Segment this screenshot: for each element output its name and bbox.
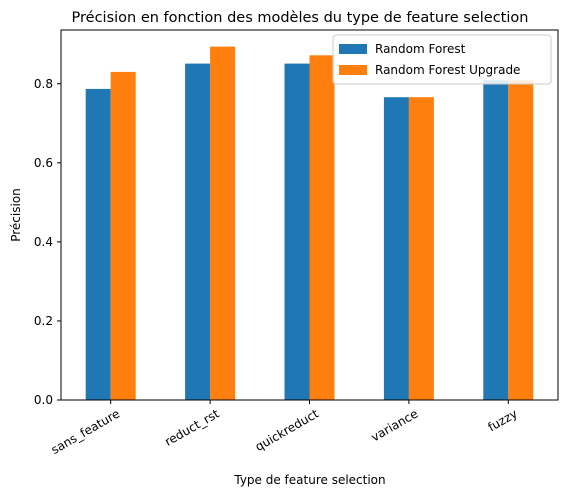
bar-random-forest-upgrade-fuzzy	[508, 80, 534, 400]
x-tick-label: variance	[369, 406, 421, 444]
y-tick-label: 0.0	[34, 393, 53, 407]
bar-random-forest-upgrade-quickreduct	[309, 55, 335, 401]
legend-swatch-random-forest	[339, 44, 367, 54]
x-tick-label: reduct_rst	[162, 406, 222, 449]
bar-random-forest-upgrade-reduct-rst	[210, 46, 236, 400]
chart-title: Précision en fonction des modèles du typ…	[72, 10, 529, 26]
x-tick-label: sans_feature	[49, 406, 123, 457]
bar-random-forest-quickreduct	[284, 63, 310, 400]
y-axis-label: Précision	[9, 188, 23, 242]
bar-random-forest-variance	[383, 97, 409, 400]
legend-swatch-random-forest-upgrade	[339, 65, 367, 75]
x-tick-label: quickreduct	[253, 406, 321, 454]
y-axis: 0.0 0.2 0.4 0.6 0.8	[34, 77, 61, 407]
x-tick-label: fuzzy	[485, 406, 519, 434]
bar-random-forest-upgrade-sans-feature	[110, 71, 136, 401]
bar-random-forest-upgrade-variance	[408, 97, 434, 400]
bar-random-forest-reduct-rst	[185, 63, 211, 400]
legend: Random Forest Random Forest Upgrade	[332, 34, 552, 85]
bar-random-forest-fuzzy	[483, 80, 509, 400]
bars-group	[85, 46, 534, 401]
y-tick-label: 0.8	[34, 77, 53, 91]
bar-random-forest-sans-feature	[85, 88, 111, 401]
y-tick-label: 0.6	[34, 156, 53, 170]
x-axis-label: Type de feature selection	[233, 473, 385, 487]
x-axis: sans_feature reduct_rst quickreduct varianc…	[49, 400, 520, 457]
y-tick-label: 0.4	[34, 235, 53, 249]
legend-label-random-forest: Random Forest	[375, 42, 466, 56]
y-tick-label: 0.2	[34, 314, 53, 328]
legend-label-random-forest-upgrade: Random Forest Upgrade	[375, 63, 520, 77]
legend-box	[332, 34, 552, 85]
